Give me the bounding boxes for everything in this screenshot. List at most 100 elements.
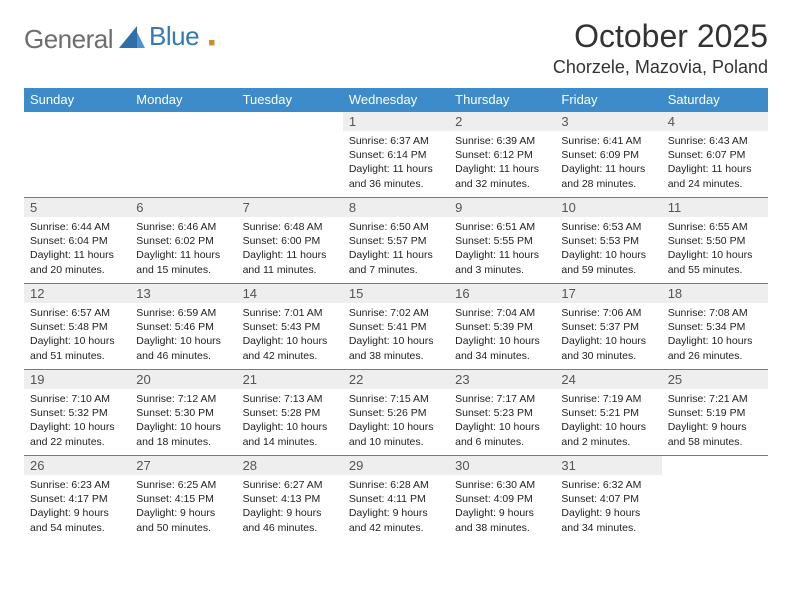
daylight-text: Daylight: 10 hours and 42 minutes. <box>243 334 337 362</box>
day-details: Sunrise: 6:27 AMSunset: 4:13 PMDaylight:… <box>237 475 343 539</box>
brand-word-1: General <box>24 24 113 55</box>
sunrise-text: Sunrise: 7:04 AM <box>455 306 549 320</box>
calendar-cell: 19Sunrise: 7:10 AMSunset: 5:32 PMDayligh… <box>24 370 130 456</box>
sunrise-text: Sunrise: 6:44 AM <box>30 220 124 234</box>
calendar-cell: 21Sunrise: 7:13 AMSunset: 5:28 PMDayligh… <box>237 370 343 456</box>
day-number: 11 <box>662 198 768 217</box>
weekday-header: Friday <box>555 88 661 112</box>
calendar-cell: 13Sunrise: 6:59 AMSunset: 5:46 PMDayligh… <box>130 284 236 370</box>
day-number: 1 <box>343 112 449 131</box>
day-number: 9 <box>449 198 555 217</box>
sunrise-text: Sunrise: 7:13 AM <box>243 392 337 406</box>
day-details: Sunrise: 7:13 AMSunset: 5:28 PMDaylight:… <box>237 389 343 453</box>
day-details: Sunrise: 6:37 AMSunset: 6:14 PMDaylight:… <box>343 131 449 195</box>
daylight-text: Daylight: 9 hours and 46 minutes. <box>243 506 337 534</box>
calendar-cell: 24Sunrise: 7:19 AMSunset: 5:21 PMDayligh… <box>555 370 661 456</box>
day-details: Sunrise: 6:50 AMSunset: 5:57 PMDaylight:… <box>343 217 449 281</box>
sunrise-text: Sunrise: 6:55 AM <box>668 220 762 234</box>
calendar-cell: 15Sunrise: 7:02 AMSunset: 5:41 PMDayligh… <box>343 284 449 370</box>
day-details: Sunrise: 7:06 AMSunset: 5:37 PMDaylight:… <box>555 303 661 367</box>
sunset-text: Sunset: 5:19 PM <box>668 406 762 420</box>
calendar-cell: 1Sunrise: 6:37 AMSunset: 6:14 PMDaylight… <box>343 112 449 198</box>
sunset-text: Sunset: 5:21 PM <box>561 406 655 420</box>
sunset-text: Sunset: 6:09 PM <box>561 148 655 162</box>
sunset-text: Sunset: 5:37 PM <box>561 320 655 334</box>
sunrise-text: Sunrise: 7:08 AM <box>668 306 762 320</box>
sunset-text: Sunset: 5:39 PM <box>455 320 549 334</box>
sunrise-text: Sunrise: 7:15 AM <box>349 392 443 406</box>
day-details: Sunrise: 6:25 AMSunset: 4:15 PMDaylight:… <box>130 475 236 539</box>
day-number: 12 <box>24 284 130 303</box>
daylight-text: Daylight: 10 hours and 22 minutes. <box>30 420 124 448</box>
day-details: Sunrise: 6:46 AMSunset: 6:02 PMDaylight:… <box>130 217 236 281</box>
weekday-header: Sunday <box>24 88 130 112</box>
calendar-cell: 2Sunrise: 6:39 AMSunset: 6:12 PMDaylight… <box>449 112 555 198</box>
sunrise-text: Sunrise: 6:39 AM <box>455 134 549 148</box>
day-details: Sunrise: 7:19 AMSunset: 5:21 PMDaylight:… <box>555 389 661 453</box>
daylight-text: Daylight: 10 hours and 59 minutes. <box>561 248 655 276</box>
day-details: Sunrise: 6:48 AMSunset: 6:00 PMDaylight:… <box>237 217 343 281</box>
sunset-text: Sunset: 5:55 PM <box>455 234 549 248</box>
day-details: Sunrise: 6:55 AMSunset: 5:50 PMDaylight:… <box>662 217 768 281</box>
day-number: 22 <box>343 370 449 389</box>
weekday-header: Tuesday <box>237 88 343 112</box>
sunrise-text: Sunrise: 7:10 AM <box>30 392 124 406</box>
calendar-cell: 12Sunrise: 6:57 AMSunset: 5:48 PMDayligh… <box>24 284 130 370</box>
daylight-text: Daylight: 11 hours and 11 minutes. <box>243 248 337 276</box>
day-number: 10 <box>555 198 661 217</box>
day-number: 15 <box>343 284 449 303</box>
sunset-text: Sunset: 5:34 PM <box>668 320 762 334</box>
brand-sail-icon <box>119 26 145 53</box>
day-details: Sunrise: 6:59 AMSunset: 5:46 PMDaylight:… <box>130 303 236 367</box>
calendar-cell: 20Sunrise: 7:12 AMSunset: 5:30 PMDayligh… <box>130 370 236 456</box>
sunrise-text: Sunrise: 6:43 AM <box>668 134 762 148</box>
day-details: Sunrise: 7:21 AMSunset: 5:19 PMDaylight:… <box>662 389 768 453</box>
day-details: Sunrise: 6:51 AMSunset: 5:55 PMDaylight:… <box>449 217 555 281</box>
day-number: 8 <box>343 198 449 217</box>
sunrise-text: Sunrise: 7:02 AM <box>349 306 443 320</box>
sunrise-text: Sunrise: 7:12 AM <box>136 392 230 406</box>
sunset-text: Sunset: 5:53 PM <box>561 234 655 248</box>
day-details: Sunrise: 6:28 AMSunset: 4:11 PMDaylight:… <box>343 475 449 539</box>
sunset-text: Sunset: 5:28 PM <box>243 406 337 420</box>
sunrise-text: Sunrise: 6:57 AM <box>30 306 124 320</box>
day-number: 28 <box>237 456 343 475</box>
day-number: 5 <box>24 198 130 217</box>
day-details: Sunrise: 6:39 AMSunset: 6:12 PMDaylight:… <box>449 131 555 195</box>
sunrise-text: Sunrise: 6:27 AM <box>243 478 337 492</box>
daylight-text: Daylight: 9 hours and 38 minutes. <box>455 506 549 534</box>
sunset-text: Sunset: 5:32 PM <box>30 406 124 420</box>
calendar-table: SundayMondayTuesdayWednesdayThursdayFrid… <box>24 88 768 542</box>
calendar-cell: 11Sunrise: 6:55 AMSunset: 5:50 PMDayligh… <box>662 198 768 284</box>
sunrise-text: Sunrise: 6:23 AM <box>30 478 124 492</box>
calendar-row: 5Sunrise: 6:44 AMSunset: 6:04 PMDaylight… <box>24 198 768 284</box>
sunrise-text: Sunrise: 7:21 AM <box>668 392 762 406</box>
daylight-text: Daylight: 11 hours and 28 minutes. <box>561 162 655 190</box>
calendar-cell: 17Sunrise: 7:06 AMSunset: 5:37 PMDayligh… <box>555 284 661 370</box>
daylight-text: Daylight: 9 hours and 58 minutes. <box>668 420 762 448</box>
weekday-header: Thursday <box>449 88 555 112</box>
sunrise-text: Sunrise: 7:17 AM <box>455 392 549 406</box>
calendar-row: 1Sunrise: 6:37 AMSunset: 6:14 PMDaylight… <box>24 112 768 198</box>
sunset-text: Sunset: 6:12 PM <box>455 148 549 162</box>
daylight-text: Daylight: 10 hours and 38 minutes. <box>349 334 443 362</box>
sunset-text: Sunset: 6:07 PM <box>668 148 762 162</box>
diamond-icon: ◆ <box>205 36 218 49</box>
brand-word-2: Blue <box>149 21 199 51</box>
day-number: 31 <box>555 456 661 475</box>
day-number: 24 <box>555 370 661 389</box>
sunrise-text: Sunrise: 6:25 AM <box>136 478 230 492</box>
daylight-text: Daylight: 11 hours and 20 minutes. <box>30 248 124 276</box>
day-number: 20 <box>130 370 236 389</box>
daylight-text: Daylight: 11 hours and 3 minutes. <box>455 248 549 276</box>
daylight-text: Daylight: 10 hours and 46 minutes. <box>136 334 230 362</box>
sunset-text: Sunset: 6:00 PM <box>243 234 337 248</box>
day-details: Sunrise: 6:32 AMSunset: 4:07 PMDaylight:… <box>555 475 661 539</box>
sunset-text: Sunset: 5:26 PM <box>349 406 443 420</box>
sunset-text: Sunset: 4:11 PM <box>349 492 443 506</box>
page-header: General Blue ◆ October 2025 Chorzele, Ma… <box>24 18 768 78</box>
calendar-cell: 16Sunrise: 7:04 AMSunset: 5:39 PMDayligh… <box>449 284 555 370</box>
day-details: Sunrise: 6:44 AMSunset: 6:04 PMDaylight:… <box>24 217 130 281</box>
sunrise-text: Sunrise: 6:59 AM <box>136 306 230 320</box>
daylight-text: Daylight: 9 hours and 42 minutes. <box>349 506 443 534</box>
